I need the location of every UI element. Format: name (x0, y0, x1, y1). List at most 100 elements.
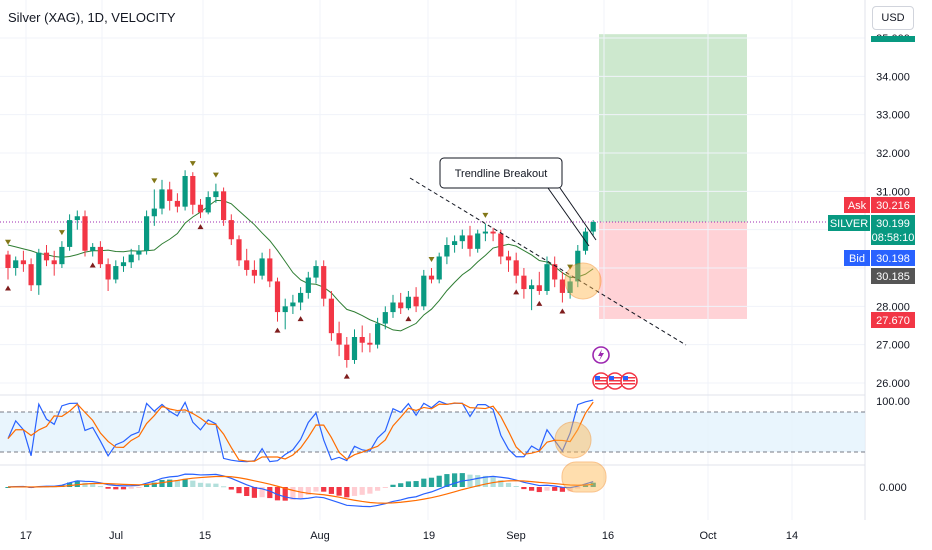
candle-body (159, 189, 165, 209)
swing-low-marker (536, 300, 543, 306)
candle (375, 317, 381, 349)
ma-badge-bg (871, 268, 915, 284)
macd-histogram-bar (74, 480, 80, 487)
macd-histogram-bar (544, 487, 550, 491)
time-tick-label: Oct (699, 530, 716, 542)
price-tick-label: 31.000 (876, 186, 910, 198)
candle-body (444, 245, 450, 257)
macd-histogram-bar (359, 487, 365, 495)
candle (236, 235, 242, 267)
candle (274, 277, 281, 322)
candle (136, 245, 142, 261)
stop-badge-value: 27.670 (876, 315, 910, 327)
candle (482, 223, 488, 242)
candle (544, 256, 550, 295)
event-icons[interactable] (592, 346, 638, 390)
candle-body (482, 231, 488, 234)
time-tick-label: 14 (786, 530, 798, 542)
candle-body (405, 296, 411, 309)
candle-body (51, 260, 57, 265)
candle (452, 235, 458, 253)
candlestick-series (5, 170, 596, 368)
candle-body (382, 312, 388, 324)
macd-histogram-bar (452, 473, 458, 487)
candle-body (74, 216, 80, 221)
macd-histogram-bar (398, 483, 404, 487)
candle (328, 291, 334, 341)
candle-body (559, 279, 565, 293)
candle-body (552, 264, 558, 280)
candle (221, 187, 227, 226)
price-axis[interactable]: 35.00034.00033.00032.00031.00028.00027.0… (871, 33, 915, 494)
swing-low-marker (274, 327, 281, 333)
moving-average-series (7, 199, 594, 332)
annotation-text: Trendline Breakout (455, 168, 548, 180)
macd-histogram-bar (5, 487, 11, 488)
candle (575, 245, 581, 288)
macd-histogram-bar (182, 478, 188, 487)
candle (298, 287, 304, 311)
annotation-callout[interactable]: Trendline Breakout (439, 157, 563, 189)
bid-badge-value: 30.198 (876, 253, 910, 265)
macd-histogram-bar (536, 487, 542, 493)
candle-body (359, 337, 365, 343)
last-price-value: 30.199 (876, 218, 910, 230)
candle (151, 189, 157, 226)
candle (467, 225, 473, 257)
symbol-badge-bg (828, 215, 870, 231)
candle-body (144, 216, 150, 251)
swing-high-marker (567, 264, 574, 270)
price-tick-label: 27.000 (876, 340, 910, 352)
swing-high-marker (189, 161, 196, 167)
candle-body (390, 302, 396, 313)
candle-body (467, 235, 473, 249)
macd-histogram-bar (305, 487, 311, 495)
macd-histogram-bar (475, 475, 481, 487)
candle (13, 256, 19, 276)
candle (167, 181, 173, 211)
ask-badge-value: 30.216 (876, 200, 910, 212)
candle-body (174, 200, 180, 207)
time-axis[interactable]: 17 Jul 15 Aug 19 Sep 16 Oct 14 (20, 530, 798, 542)
candle (105, 258, 111, 291)
macd-histogram-bar (290, 487, 296, 500)
candle (113, 260, 119, 284)
candle (174, 193, 180, 213)
macd-histogram-bar (390, 484, 396, 487)
candle-body (529, 285, 535, 290)
swing-low-marker (513, 289, 520, 295)
macd-histogram-bar (144, 484, 150, 487)
chart-title: Silver (XAG), 1D, VELOCITY (8, 10, 176, 25)
macd-histogram-bar (213, 483, 219, 487)
macd-histogram-bar (251, 487, 257, 498)
candle (5, 250, 11, 280)
candle-body (490, 231, 496, 234)
candle (405, 291, 411, 311)
candle-body (475, 233, 481, 249)
candle-body (90, 246, 96, 251)
macd-pane (5, 461, 607, 508)
macd-histogram-bar (128, 487, 134, 489)
candle (305, 271, 311, 299)
candle-body (413, 296, 419, 307)
swing-high-marker (428, 257, 435, 262)
bid-badge-label: Bid (849, 253, 865, 265)
ask-badge-bg (871, 197, 915, 213)
stochastic-pane (0, 399, 865, 463)
candle-body (313, 266, 319, 278)
candle-body (505, 256, 512, 261)
time-tick-label: Jul (109, 530, 123, 542)
stoch-d-line (7, 401, 594, 462)
candle (367, 333, 373, 353)
macd-histogram-bar (521, 487, 527, 490)
currency-button[interactable]: USD (872, 6, 914, 30)
macd-histogram-bar (67, 482, 73, 487)
bar-countdown: 08:58:10 (872, 232, 915, 244)
macd-histogram-bar (197, 482, 204, 487)
macd-histogram-bar (120, 487, 127, 490)
macd-histogram-bar (436, 475, 442, 487)
macd-histogram-bar (505, 482, 512, 487)
candle-body (298, 292, 304, 303)
candle (344, 337, 350, 368)
